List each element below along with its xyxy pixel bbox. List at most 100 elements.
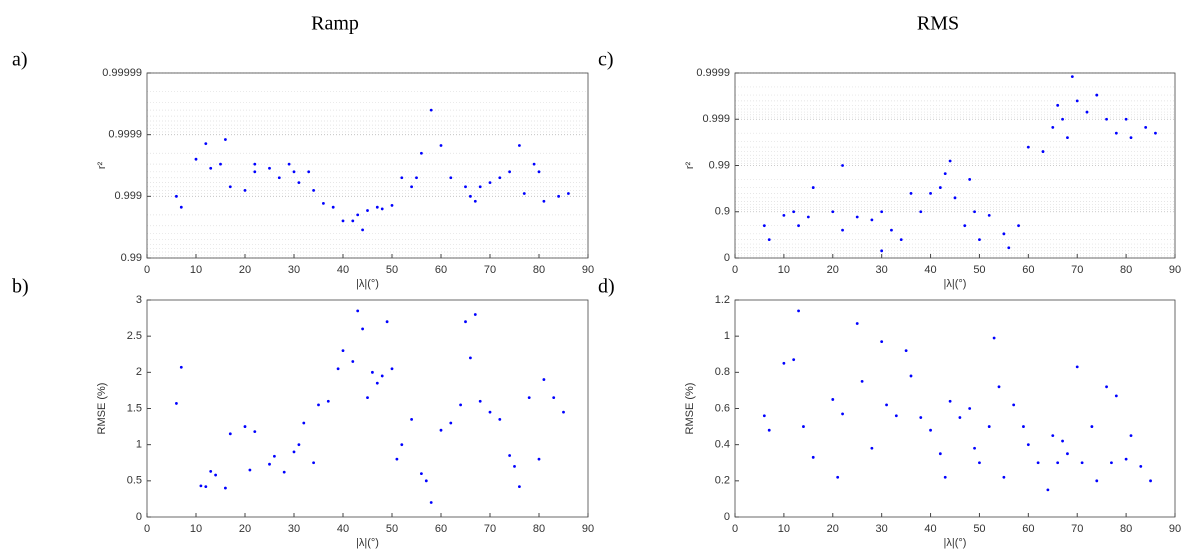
data-point [219,162,222,166]
data-point [1007,246,1011,250]
data-point [243,188,247,192]
x-tick-label: 70 [484,523,496,535]
x-tick-label: 0 [732,264,738,276]
x-tick-label: 0 [732,523,738,535]
x-tick-label: 70 [484,264,496,276]
data-point [792,210,796,214]
data-point [1041,150,1045,153]
y-tick-label: 0.2 [715,475,730,487]
data-point [366,396,369,400]
data-point [317,403,320,407]
x-tick-label: 50 [973,523,985,535]
data-point [410,185,413,189]
data-point [836,475,840,479]
data-point [375,381,379,385]
data-point [277,176,281,180]
data-point [806,215,810,219]
data-point [179,365,183,369]
y-tick-label: 2.5 [127,330,142,342]
data-point [1022,425,1025,428]
data-point [938,186,942,189]
data-point [948,159,952,163]
x-axis-label: |λ|(°) [356,537,379,549]
data-point [1105,117,1108,121]
data-point [1056,103,1060,107]
data-point [831,398,835,401]
data-point [1114,131,1118,135]
data-point [175,194,178,198]
y-tick-label: 1.2 [715,294,730,306]
data-point [1095,93,1099,97]
data-point [992,336,996,340]
data-point [1110,461,1113,465]
data-point [331,205,335,209]
panel-label: b) [12,276,29,298]
data-point [841,164,844,167]
data-point [375,205,379,209]
data-point [449,176,453,180]
x-tick-label: 60 [1022,264,1034,276]
x-tick-label: 20 [239,264,251,276]
x-tick-label: 40 [337,264,349,276]
data-point [973,210,976,214]
x-tick-label: 50 [973,264,985,276]
data-point [880,249,884,253]
data-point [473,199,477,203]
x-tick-label: 30 [288,523,300,535]
data-point [1066,452,1069,456]
y-tick-label: 0 [136,511,142,523]
data-point [885,403,888,407]
data-point [1036,461,1040,465]
data-point [439,144,443,147]
data-point [1056,461,1060,465]
data-point [518,485,521,489]
data-point [767,428,771,432]
data-point [909,374,913,378]
data-point [811,186,815,189]
data-point [410,417,413,421]
data-point [204,485,208,489]
x-tick-label: 0 [144,264,150,276]
data-point [1026,145,1030,149]
data-point [1144,125,1148,129]
data-point [1051,125,1055,129]
data-point [179,205,183,209]
data-point [1114,394,1118,398]
data-point [527,396,531,400]
x-tick-label: 80 [1120,523,1132,535]
data-point [361,327,364,331]
data-point [943,172,947,176]
data-point [488,410,492,414]
data-point [782,214,786,217]
x-tick-label: 30 [876,523,888,535]
data-point [1129,434,1133,438]
data-point [287,162,291,166]
data-point [356,309,360,313]
y-axis-label: RMSE (%) [684,383,696,435]
data-point [175,402,178,405]
data-point [767,238,771,241]
x-tick-label: 80 [1120,264,1132,276]
data-point [855,215,859,219]
data-point [390,367,394,371]
y-tick-label: 0.9999 [108,129,142,141]
data-point [199,484,203,488]
data-point [880,340,884,343]
data-point [224,138,227,141]
x-tick-label: 90 [582,264,594,276]
data-point [513,464,516,468]
x-axis-label: |λ|(°) [944,537,967,549]
plot-frame [734,299,1176,518]
data-point [469,356,472,360]
data-point [473,313,477,316]
data-point [890,228,893,232]
data-point [929,191,932,195]
data-point [312,188,315,192]
panel-title: RMS [917,13,959,35]
data-point [214,473,218,477]
data-point [498,176,502,180]
data-point [508,454,511,457]
x-tick-label: 60 [1022,523,1034,535]
data-point [762,414,766,418]
